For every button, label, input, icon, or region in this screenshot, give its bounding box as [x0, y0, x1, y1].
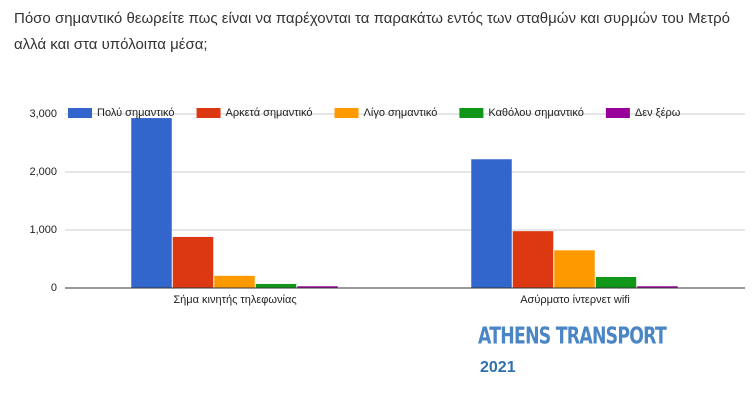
bar	[554, 250, 595, 288]
y-tick-label: 3,000	[29, 108, 57, 120]
legend-label: Πολύ σημαντικό	[97, 107, 175, 119]
bar	[471, 159, 512, 288]
legend-label: Αρκετά σημαντικό	[226, 107, 313, 119]
bar	[214, 275, 255, 288]
legend-label: Λίγο σημαντικό	[364, 107, 438, 119]
bar	[255, 283, 297, 288]
legend-swatch	[605, 108, 630, 118]
legend-swatch	[196, 108, 221, 118]
legend-label: Καθόλου σημαντικό	[488, 107, 584, 119]
legend-swatch	[68, 108, 92, 118]
legend-label: Δεν ξέρω	[635, 107, 681, 119]
y-tick-label: 2,000	[29, 166, 57, 178]
legend-swatch	[334, 108, 359, 118]
chart-title: Πόσο σημαντικό θεωρείτε πως είναι να παρ…	[14, 10, 731, 53]
bar	[637, 286, 678, 288]
y-tick-label: 1,000	[29, 224, 57, 236]
bar	[131, 118, 172, 288]
legend-swatch	[459, 108, 484, 118]
bar	[172, 236, 214, 288]
watermark-year: 2021	[480, 359, 516, 376]
bar	[595, 276, 637, 288]
x-tick-label: Ασύρματο ίντερνετ wifi	[520, 294, 630, 306]
bar	[512, 231, 554, 288]
watermark: ATHENS TRANSPORT	[478, 324, 667, 350]
x-tick-label: Σήμα κινητής τηλεφωνίας	[173, 294, 296, 306]
y-tick-label: 0	[51, 282, 57, 294]
bar	[297, 286, 338, 288]
